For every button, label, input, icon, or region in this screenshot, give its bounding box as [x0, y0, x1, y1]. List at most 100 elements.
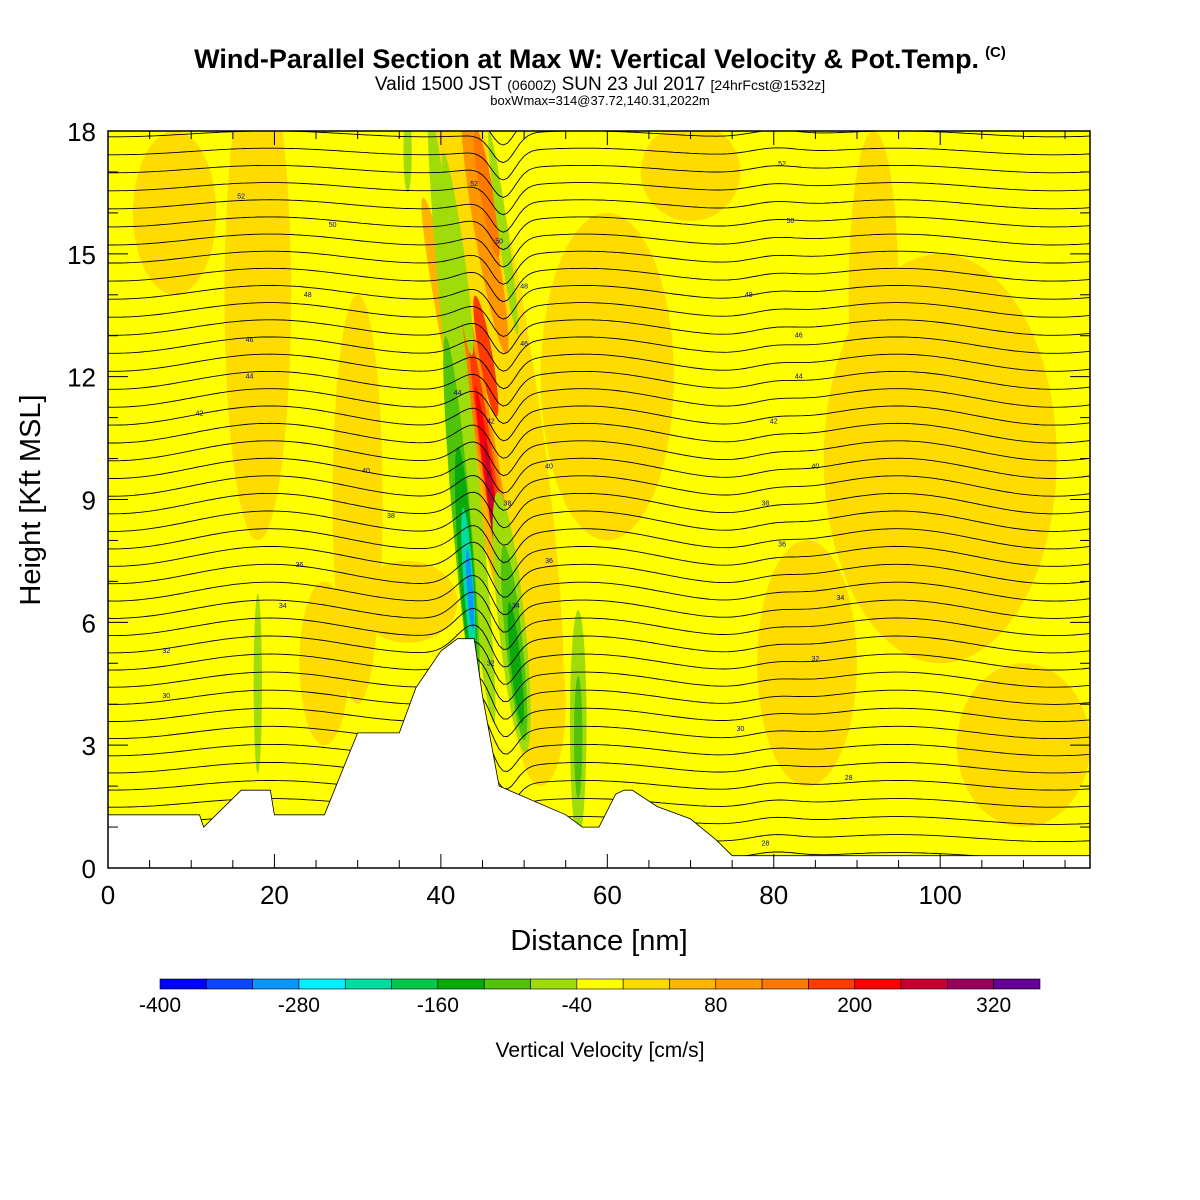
theta-contour: [108, 250, 1090, 285]
colorbar-swatch: [298, 978, 346, 990]
theta-contour: [108, 706, 1090, 755]
theta-contour: [108, 147, 1090, 181]
colorbar-swatch: [808, 978, 856, 990]
velocity-core: [461, 131, 509, 355]
theta-label: 46: [520, 341, 528, 348]
colorbar-swatch: [206, 978, 253, 990]
theta-contour: [108, 608, 1090, 650]
colorbar-tick-labels: -400 -280 -160 -40 80 200 320: [139, 994, 1011, 1017]
colorbar-swatch: [437, 978, 485, 990]
chart-title: Wind-Parallel Section at Max W: Vertical…: [0, 44, 1200, 75]
colorbar-swatch: [576, 978, 624, 990]
theta-contour: [108, 182, 1090, 216]
theta-contour: [108, 199, 1090, 233]
theta-label: 46: [246, 337, 254, 344]
colorbar-swatch: [669, 978, 717, 990]
colorbar-label: Vertical Velocity [cm/s]: [496, 1039, 705, 1062]
theta-contour: [108, 641, 1090, 685]
theta-contour: [108, 319, 1090, 355]
velocity-field: [108, 131, 1090, 868]
colorbar-tick-label: 320: [976, 994, 1011, 1017]
theta-label: 36: [778, 542, 786, 549]
theta-label: 32: [811, 656, 819, 663]
copyright-mark: (C): [985, 44, 1006, 61]
theta-contour: [108, 756, 1090, 807]
valid-utc: (0600Z): [507, 77, 557, 93]
x-axis-label: Distance [nm]: [510, 925, 687, 957]
colorbar-swatch: [715, 978, 763, 990]
theta-contour: [108, 558, 1090, 598]
velocity-band: [640, 131, 741, 222]
colorbar-tick-label: -160: [417, 994, 459, 1017]
theta-label: 48: [745, 292, 753, 299]
y-tick-label: 15: [67, 240, 96, 270]
axis-ticks: [107, 130, 1090, 869]
x-tick-labels: 0 20 40 60 80 100: [101, 880, 962, 910]
theta-contour: [108, 285, 1090, 320]
velocity-core: [507, 602, 524, 725]
theta-label: 28: [762, 840, 770, 847]
chart-title-text: Wind-Parallel Section at Max W: Vertical…: [194, 44, 980, 74]
colorbar: [159, 978, 1041, 990]
x-tick-label: 0: [101, 880, 115, 910]
colorbar-tick-label: 200: [837, 994, 872, 1017]
chart-subtitle: Valid 1500 JST (0600Z) SUN 23 Jul 2017 […: [0, 74, 1200, 96]
theta-label: 32: [487, 660, 495, 667]
theta-label: 44: [454, 390, 462, 397]
colorbar-swatch: [252, 978, 300, 990]
x-tick-label: 100: [919, 880, 962, 910]
colorbar-swatch: [483, 978, 531, 990]
theta-label: 42: [487, 419, 495, 426]
theta-contours: [108, 131, 1090, 868]
theta-contour: [108, 624, 1090, 668]
theta-label: 30: [162, 693, 170, 700]
theta-label: 46: [795, 333, 803, 340]
theta-label: 44: [246, 374, 254, 381]
theta-label: 44: [795, 374, 803, 381]
velocity-core: [427, 131, 496, 724]
colorbar-swatch: [947, 978, 994, 990]
colorbar-tick-label: -40: [562, 994, 592, 1017]
theta-label: 52: [778, 161, 786, 168]
theta-contour: [108, 388, 1090, 424]
theta-label: 40: [811, 464, 819, 471]
theta-contour: [108, 353, 1090, 390]
box-wmax-line: boxWmax=314@37.72,140.31,2022m: [490, 93, 710, 108]
x-tick-label: 80: [759, 880, 788, 910]
velocity-core: [488, 131, 519, 335]
x-tick-label: 40: [426, 880, 455, 910]
theta-contour: [108, 739, 1090, 790]
theta-label: 50: [329, 222, 337, 229]
theta-contour: [108, 723, 1090, 772]
theta-contour: [108, 508, 1090, 546]
y-axis-label: Height [Kft MSL]: [15, 394, 47, 605]
theta-contour: [108, 574, 1090, 616]
theta-contour: [108, 491, 1090, 529]
colorbar-tick-label: -400: [139, 994, 181, 1017]
velocity-band: [299, 581, 350, 746]
y-tick-label: 6: [82, 608, 96, 638]
colorbar-swatch: [854, 978, 902, 990]
theta-label: 42: [196, 411, 204, 418]
y-tick-label: 12: [67, 363, 96, 393]
theta-contour: [108, 673, 1090, 720]
theta-label: 40: [545, 464, 553, 471]
y-tick-labels: 0 3 6 9 12 15 18: [67, 117, 96, 884]
theta-label: 28: [845, 775, 853, 782]
colorbar-swatch: [761, 978, 809, 990]
valid-date: SUN 23 Jul 2017: [561, 74, 706, 95]
colorbar-tick-label: 80: [704, 994, 727, 1017]
theta-label: 32: [162, 648, 170, 655]
velocity-band: [757, 540, 857, 787]
theta-label: 34: [512, 603, 520, 610]
velocity-core: [441, 152, 474, 356]
theta-label: 36: [545, 558, 553, 565]
theta-label: 50: [787, 218, 795, 225]
theta-contour: [108, 525, 1090, 564]
velocity-core: [574, 675, 583, 799]
theta-contour: [108, 457, 1090, 494]
colorbar-swatch: [530, 978, 578, 990]
theta-label: 38: [504, 501, 512, 508]
velocity-core: [253, 593, 262, 774]
